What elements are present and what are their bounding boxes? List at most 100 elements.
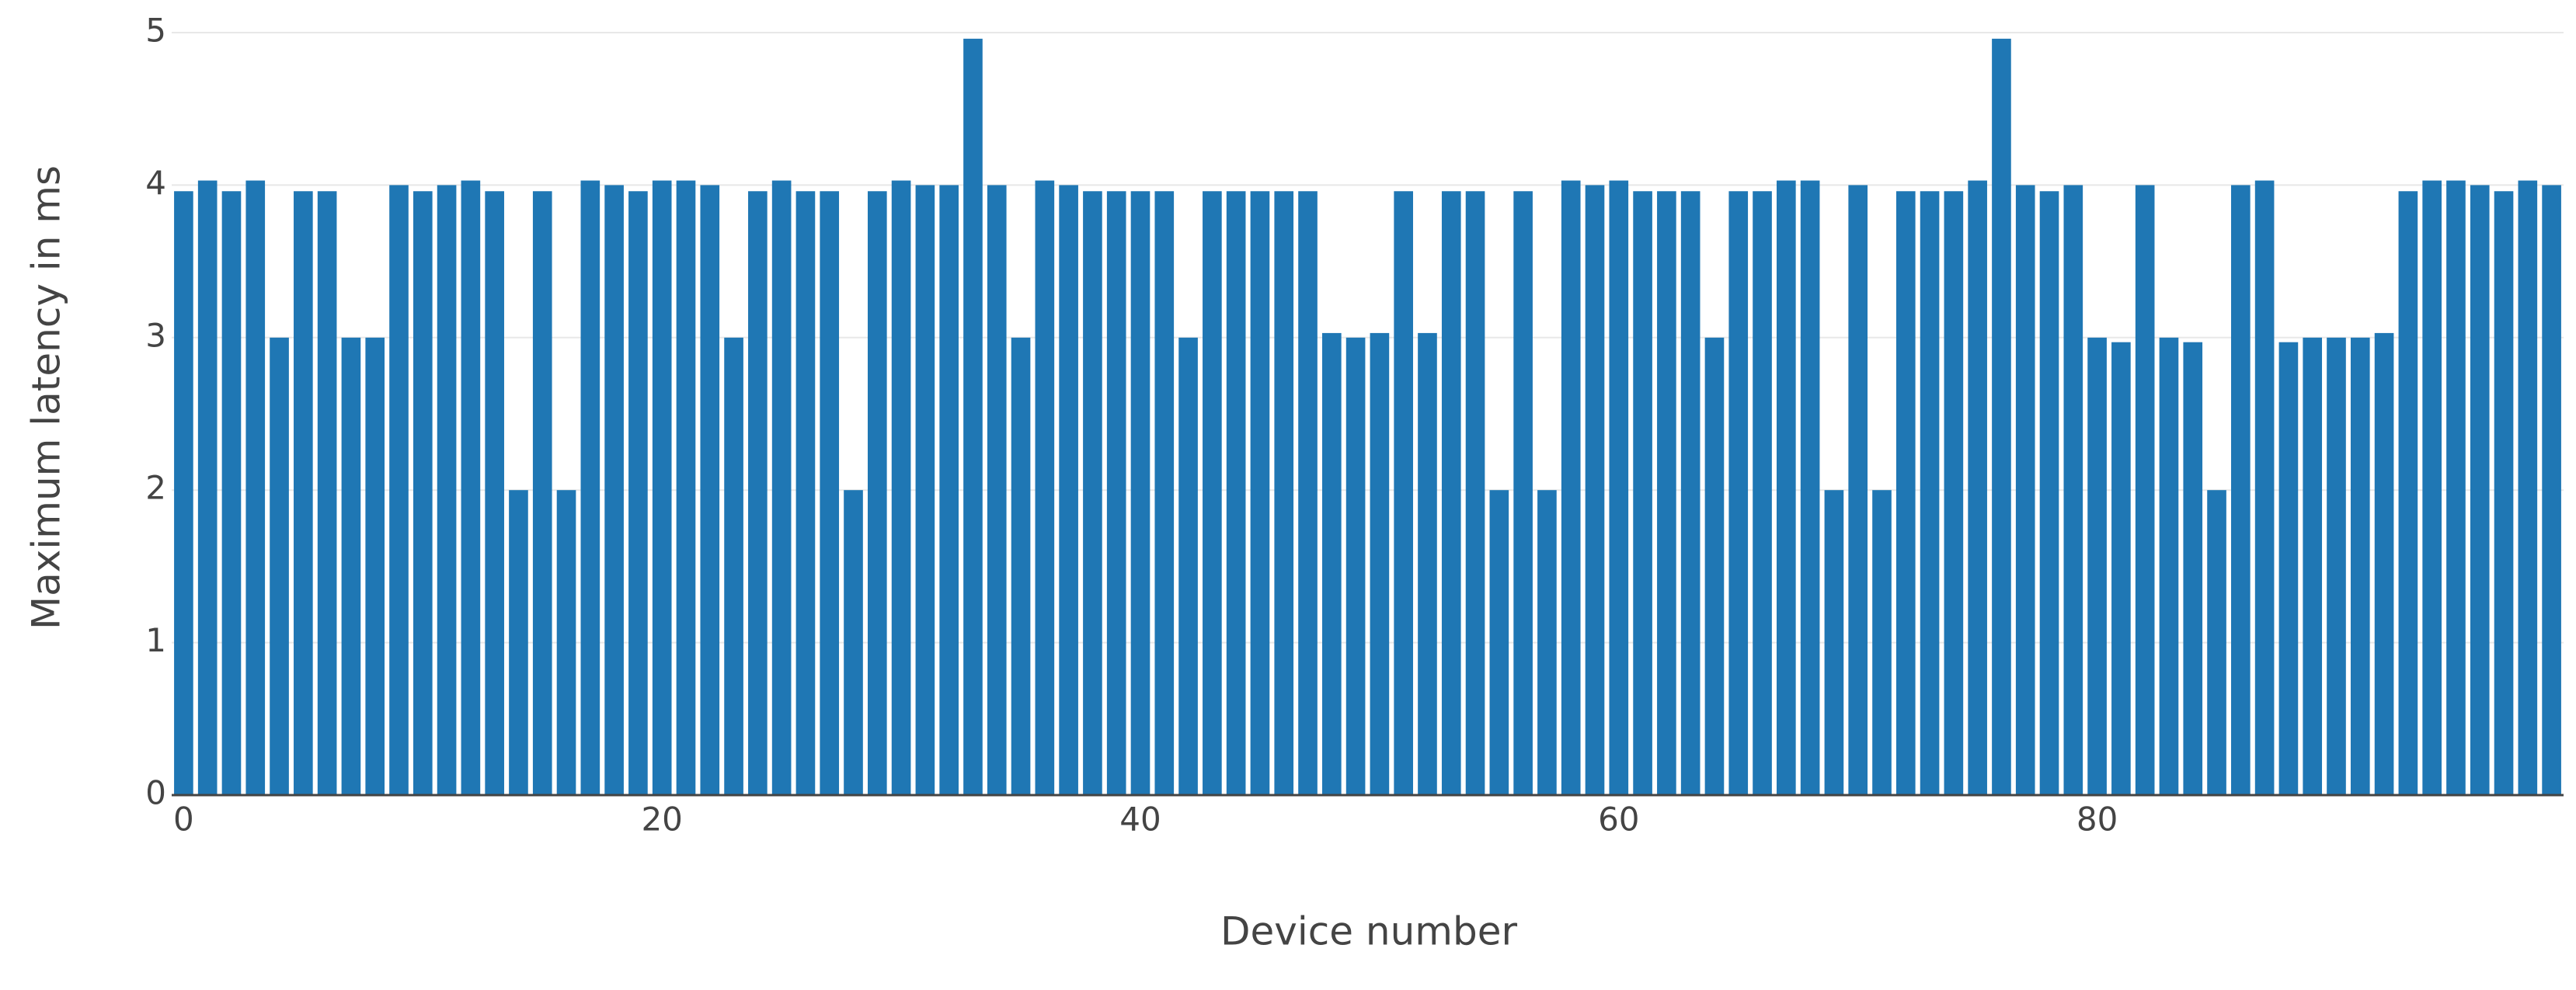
- bar: [2470, 185, 2490, 795]
- bar: [844, 490, 863, 795]
- x-tick-label: 20: [641, 801, 682, 839]
- bar: [2303, 337, 2323, 795]
- bar: [2207, 490, 2226, 795]
- bar: [2350, 337, 2370, 795]
- bar: [2422, 180, 2442, 795]
- bar: [197, 180, 218, 795]
- bar: [1394, 191, 1414, 796]
- bar: [771, 180, 792, 795]
- y-tick-label: 0: [145, 774, 166, 812]
- bar: [1178, 337, 1198, 795]
- bar: [604, 185, 624, 795]
- bar: [1704, 337, 1725, 795]
- y-tick-label: 2: [145, 469, 166, 507]
- bar: [1777, 180, 1796, 795]
- y-tick-label: 1: [145, 621, 166, 659]
- bar: [1920, 191, 1940, 796]
- bar: [652, 180, 672, 795]
- bar: [1824, 490, 1844, 795]
- bar: [2111, 342, 2131, 795]
- bar: [1657, 191, 1676, 796]
- bar: [2039, 191, 2059, 796]
- bar: [1465, 191, 1485, 796]
- bar: [1130, 191, 1150, 796]
- bar: [795, 191, 816, 796]
- bar: [1274, 191, 1294, 796]
- bar: [1226, 191, 1246, 796]
- bar: [221, 191, 242, 796]
- bar: [2398, 191, 2418, 796]
- bar: [1848, 185, 1868, 795]
- bar: [963, 38, 983, 795]
- bar: [939, 185, 959, 795]
- bar: [437, 185, 457, 795]
- bar: [748, 191, 768, 796]
- bar: [1728, 191, 1749, 796]
- bar: [1872, 490, 1892, 795]
- bar: [1609, 180, 1629, 795]
- bar: [1489, 490, 1509, 795]
- y-tick-label: 4: [145, 164, 166, 202]
- bar: [1035, 180, 1055, 795]
- bar: [820, 191, 840, 796]
- bar: [1011, 337, 1031, 795]
- bar: [270, 337, 289, 795]
- bar: [1441, 191, 1461, 796]
- bar: [1944, 191, 1964, 796]
- bar: [1561, 180, 1581, 795]
- bar: [1203, 191, 1222, 796]
- bar: [1250, 191, 1270, 796]
- y-tick-label: 5: [145, 12, 166, 50]
- bar: [2087, 337, 2107, 795]
- x-tick-label: 80: [2076, 801, 2118, 839]
- bar: [1106, 191, 1126, 796]
- bar: [1537, 490, 1557, 795]
- bar: [485, 191, 504, 796]
- bar: [1370, 332, 1390, 796]
- x-axis-title: Device number: [1220, 909, 1517, 954]
- bar: [2542, 185, 2561, 795]
- bar: [580, 180, 600, 795]
- bar: [2135, 185, 2155, 795]
- bar: [174, 191, 193, 796]
- bar: [317, 191, 337, 796]
- bar: [341, 337, 361, 795]
- bar: [2374, 332, 2394, 796]
- x-tick-label: 0: [173, 801, 194, 839]
- bar: [1418, 332, 1437, 796]
- bar: [245, 180, 266, 795]
- bar: [556, 490, 576, 795]
- bar: [2183, 342, 2203, 795]
- bar: [1992, 38, 2011, 795]
- bar: [389, 185, 409, 795]
- bar: [1298, 191, 1318, 796]
- bar: [2159, 337, 2179, 795]
- bar: [2446, 180, 2466, 795]
- bar: [2327, 337, 2346, 795]
- bar: [2494, 191, 2514, 796]
- x-tick-label: 40: [1119, 801, 1161, 839]
- bar: [1753, 191, 1772, 796]
- bar: [2231, 185, 2251, 795]
- bar: [2063, 185, 2083, 795]
- bar: [1968, 180, 1987, 795]
- bar: [1800, 180, 1820, 795]
- x-tick-label: 60: [1598, 801, 1639, 839]
- bar: [867, 191, 887, 796]
- bar: [2254, 180, 2275, 795]
- bar: [1154, 191, 1175, 796]
- bar: [915, 185, 935, 795]
- y-axis-title: Maximum latency in ms: [24, 165, 69, 630]
- bar: [1585, 185, 1605, 795]
- bar: [724, 337, 743, 795]
- y-tick-label: 3: [145, 316, 166, 354]
- bar: [1059, 185, 1078, 795]
- bar: [1895, 191, 1916, 796]
- bar: [700, 185, 720, 795]
- bar: [1321, 332, 1342, 796]
- bar: [365, 337, 385, 795]
- bar: [509, 490, 528, 795]
- bar: [2278, 342, 2299, 795]
- bar: [1633, 191, 1652, 796]
